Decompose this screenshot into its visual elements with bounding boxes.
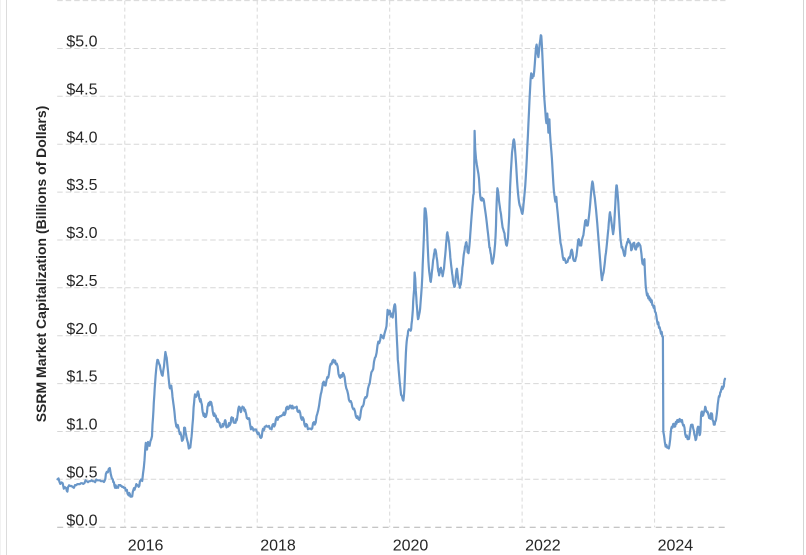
svg-text:SSRM Market Capitalization (Bi: SSRM Market Capitalization (Billions of … xyxy=(33,106,49,423)
svg-text:$5.0: $5.0 xyxy=(66,34,97,51)
svg-text:$2.0: $2.0 xyxy=(66,321,97,338)
svg-text:2016: 2016 xyxy=(128,538,164,555)
svg-text:$0.5: $0.5 xyxy=(66,464,97,481)
svg-text:2020: 2020 xyxy=(393,538,429,555)
svg-text:$1.0: $1.0 xyxy=(66,417,97,434)
svg-text:$4.5: $4.5 xyxy=(66,81,97,98)
svg-text:$1.5: $1.5 xyxy=(66,369,97,386)
svg-text:2018: 2018 xyxy=(260,538,296,555)
svg-text:$0.0: $0.0 xyxy=(66,512,97,529)
svg-text:2022: 2022 xyxy=(525,538,561,555)
svg-text:$3.5: $3.5 xyxy=(66,177,97,194)
svg-text:$3.0: $3.0 xyxy=(66,225,97,242)
svg-text:2024: 2024 xyxy=(658,538,694,555)
svg-text:$4.0: $4.0 xyxy=(66,129,97,146)
svg-text:$2.5: $2.5 xyxy=(66,273,97,290)
